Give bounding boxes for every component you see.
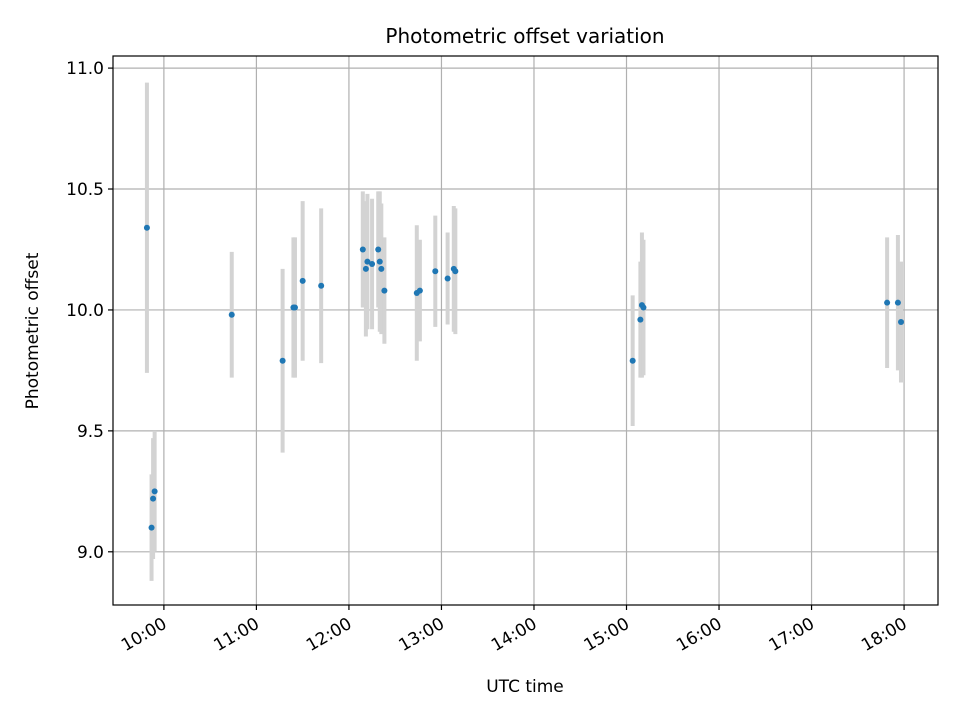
data-point — [894, 299, 901, 306]
data-point — [897, 319, 904, 326]
plot-frame — [112, 55, 939, 606]
y-tick-label: 10.5 — [66, 180, 104, 200]
data-point — [364, 258, 371, 265]
data-point — [291, 304, 298, 311]
data-point — [444, 275, 451, 282]
data-point — [637, 316, 644, 323]
data-point — [640, 304, 647, 311]
y-axis-title: Photometric offset — [23, 252, 43, 409]
data-point — [376, 258, 383, 265]
data-point — [318, 282, 325, 289]
data-point — [416, 287, 423, 294]
chart-title: Photometric offset variation — [385, 24, 664, 48]
y-tick-label: 9.0 — [77, 543, 104, 563]
data-point — [148, 524, 155, 531]
data-point — [359, 246, 366, 253]
grid — [113, 56, 938, 605]
data-point — [228, 311, 235, 318]
data-point — [299, 277, 306, 284]
data-point — [369, 260, 376, 267]
y-tick-label: 10.0 — [66, 301, 104, 321]
data-point — [432, 268, 439, 275]
y-tick-label: 11.0 — [66, 59, 104, 79]
data-point — [381, 287, 388, 294]
x-axis-title: UTC time — [486, 677, 564, 697]
data-point — [150, 495, 157, 502]
data-point — [884, 299, 891, 306]
data-point — [629, 357, 636, 364]
data-point — [362, 265, 369, 272]
data-point — [279, 357, 286, 364]
y-axis: 9.0 9.5 10.0 10.5 11.0 — [66, 59, 113, 563]
data-point — [143, 224, 150, 231]
data-points — [143, 224, 904, 531]
data-point — [452, 268, 459, 275]
y-tick-label: 9.5 — [77, 422, 104, 442]
data-point — [151, 488, 158, 495]
data-point — [378, 265, 385, 272]
data-point — [375, 246, 382, 253]
